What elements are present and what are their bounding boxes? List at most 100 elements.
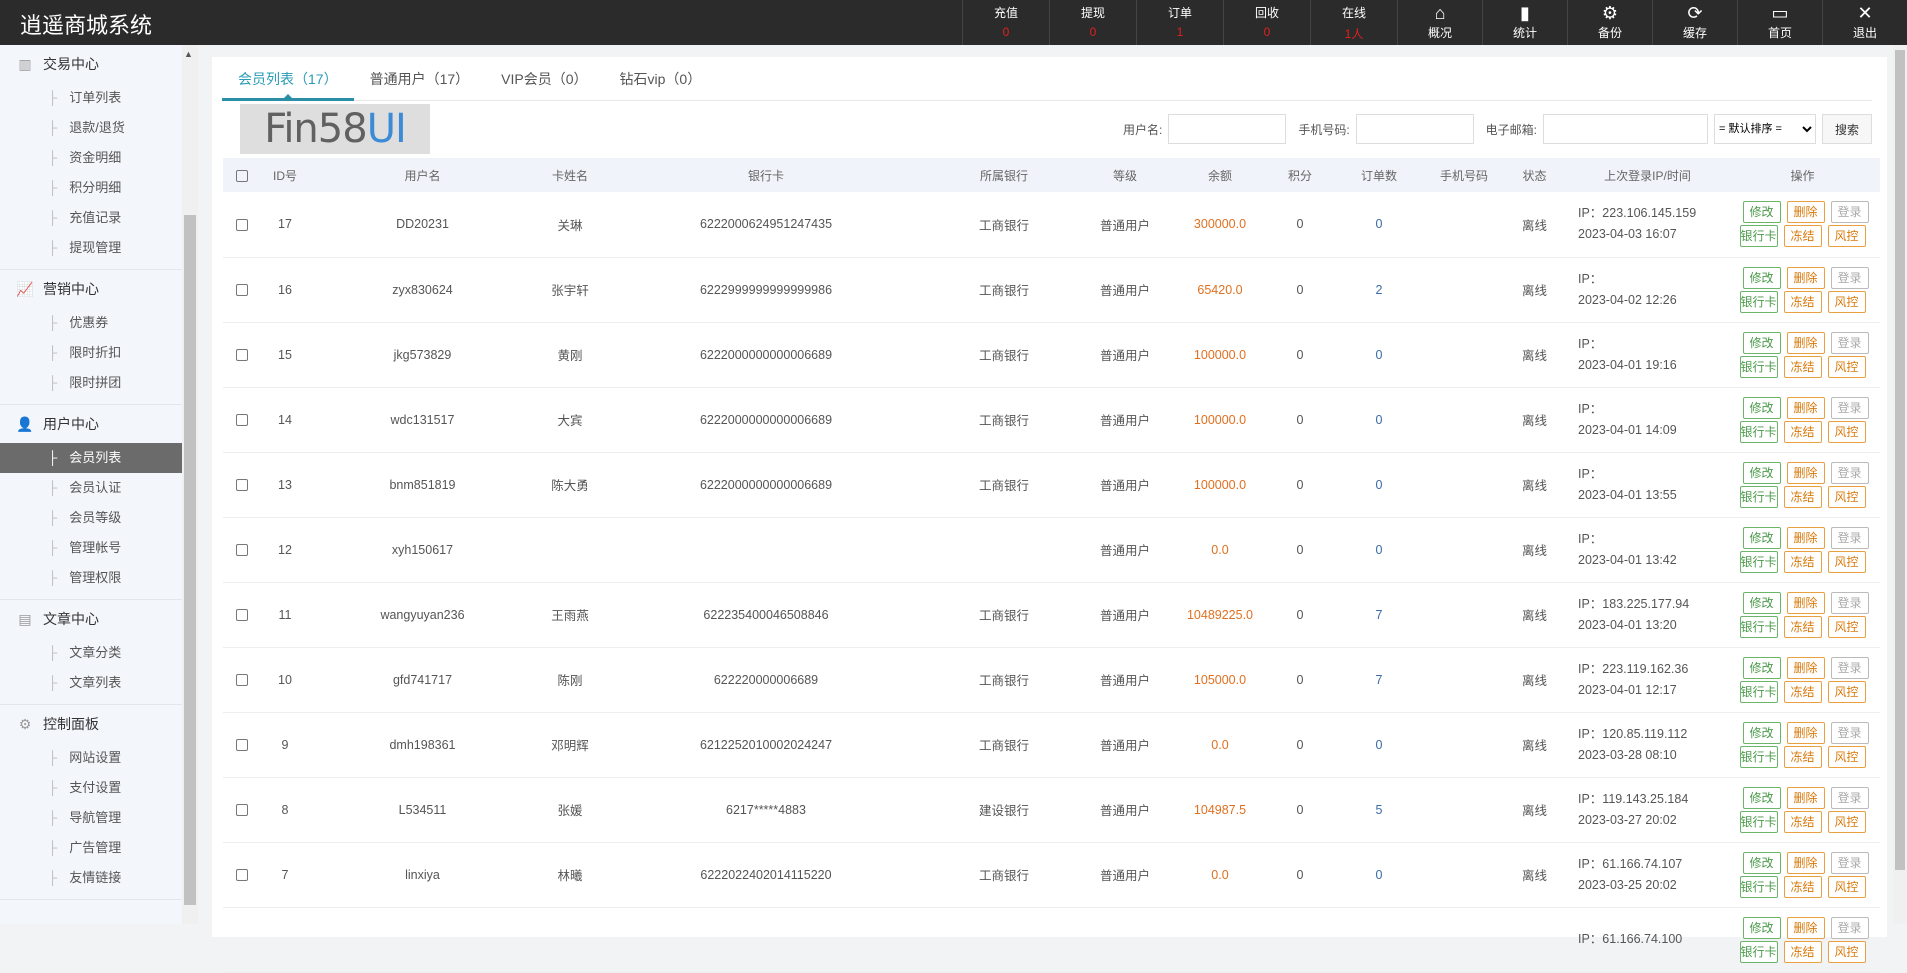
- risk-control-button[interactable]: 风控: [1827, 810, 1866, 833]
- login-button[interactable]: 登录: [1830, 916, 1869, 939]
- sidebar-group-title[interactable]: ▤ 文章中心: [0, 600, 182, 638]
- tool-button-1[interactable]: ▮ 统计: [1482, 0, 1567, 45]
- login-button[interactable]: 登录: [1830, 201, 1869, 224]
- sidebar-item[interactable]: ├ 会员等级: [0, 503, 182, 533]
- login-button[interactable]: 登录: [1830, 331, 1869, 354]
- bank-card-button[interactable]: 银行卡: [1739, 290, 1778, 313]
- delete-button[interactable]: 删除: [1786, 461, 1825, 484]
- search-button[interactable]: 搜索: [1822, 114, 1872, 144]
- bank-card-button[interactable]: 银行卡: [1739, 745, 1778, 768]
- risk-control-button[interactable]: 风控: [1827, 485, 1866, 508]
- login-button[interactable]: 登录: [1830, 851, 1869, 874]
- risk-control-button[interactable]: 风控: [1827, 680, 1866, 703]
- bank-card-button[interactable]: 银行卡: [1739, 225, 1778, 248]
- sidebar-scrollbar-thumb[interactable]: [184, 215, 196, 905]
- risk-control-button[interactable]: 风控: [1827, 420, 1866, 443]
- delete-button[interactable]: 删除: [1786, 526, 1825, 549]
- bank-card-button[interactable]: 银行卡: [1739, 550, 1778, 573]
- login-button[interactable]: 登录: [1830, 461, 1869, 484]
- bank-card-button[interactable]: 银行卡: [1739, 355, 1778, 378]
- risk-control-button[interactable]: 风控: [1827, 875, 1866, 898]
- row-checkbox[interactable]: [235, 739, 248, 752]
- tab-3[interactable]: 钻石vip（0）: [619, 71, 702, 87]
- sidebar-item[interactable]: ├ 优惠券: [0, 308, 182, 338]
- sidebar-group-title[interactable]: ⚙ 控制面板: [0, 705, 182, 743]
- tool-button-3[interactable]: ⟳ 缓存: [1652, 0, 1737, 45]
- scroll-up-arrow-icon[interactable]: ▲: [184, 49, 193, 59]
- tool-button-4[interactable]: ▭ 首页: [1737, 0, 1822, 45]
- login-button[interactable]: 登录: [1830, 656, 1869, 679]
- login-button[interactable]: 登录: [1830, 396, 1869, 419]
- tab-0[interactable]: 会员列表（17）: [222, 57, 354, 101]
- delete-button[interactable]: 删除: [1786, 786, 1825, 809]
- phone-input[interactable]: [1355, 114, 1474, 144]
- risk-control-button[interactable]: 风控: [1827, 940, 1866, 963]
- login-button[interactable]: 登录: [1830, 786, 1869, 809]
- sidebar-group-title[interactable]: 📈 营销中心: [0, 270, 182, 308]
- freeze-button[interactable]: 冻结: [1783, 810, 1822, 833]
- freeze-button[interactable]: 冻结: [1783, 680, 1822, 703]
- bank-card-button[interactable]: 银行卡: [1739, 420, 1778, 443]
- tab-1[interactable]: 普通用户（17）: [369, 71, 470, 87]
- sidebar-item[interactable]: ├ 管理权限: [0, 563, 182, 593]
- row-checkbox[interactable]: [235, 869, 248, 882]
- stat-4[interactable]: 在线 1人: [1310, 0, 1397, 45]
- edit-button[interactable]: 修改: [1742, 721, 1781, 744]
- freeze-button[interactable]: 冻结: [1783, 485, 1822, 508]
- bank-card-button[interactable]: 银行卡: [1739, 875, 1778, 898]
- edit-button[interactable]: 修改: [1742, 201, 1781, 224]
- edit-button[interactable]: 修改: [1742, 916, 1781, 939]
- edit-button[interactable]: 修改: [1742, 266, 1781, 289]
- sidebar-item[interactable]: ├ 管理帐号: [0, 533, 182, 563]
- sidebar-item[interactable]: ├ 充值记录: [0, 203, 182, 233]
- delete-button[interactable]: 删除: [1786, 851, 1825, 874]
- login-button[interactable]: 登录: [1830, 526, 1869, 549]
- freeze-button[interactable]: 冻结: [1783, 420, 1822, 443]
- row-checkbox[interactable]: [235, 284, 248, 297]
- sidebar-item[interactable]: ├ 友情链接: [0, 863, 182, 893]
- freeze-button[interactable]: 冻结: [1783, 355, 1822, 378]
- sidebar-item[interactable]: ├ 资金明细: [0, 143, 182, 173]
- bank-card-button[interactable]: 银行卡: [1739, 810, 1778, 833]
- sidebar-group-title[interactable]: 👤 用户中心: [0, 405, 182, 443]
- edit-button[interactable]: 修改: [1742, 656, 1781, 679]
- sidebar-item[interactable]: ├ 退款/退货: [0, 113, 182, 143]
- sidebar-item[interactable]: ├ 会员认证: [0, 473, 182, 503]
- risk-control-button[interactable]: 风控: [1827, 290, 1866, 313]
- row-checkbox[interactable]: [235, 414, 248, 427]
- risk-control-button[interactable]: 风控: [1827, 355, 1866, 378]
- delete-button[interactable]: 删除: [1786, 916, 1825, 939]
- tool-button-2[interactable]: ⚙ 备份: [1567, 0, 1652, 45]
- row-checkbox[interactable]: [235, 804, 248, 817]
- sidebar-item[interactable]: ├ 积分明细: [0, 173, 182, 203]
- row-checkbox[interactable]: [235, 609, 248, 622]
- sidebar-item[interactable]: ├ 导航管理: [0, 803, 182, 833]
- delete-button[interactable]: 删除: [1786, 201, 1825, 224]
- tool-button-5[interactable]: ✕ 退出: [1822, 0, 1907, 45]
- tool-button-0[interactable]: ⌂ 概况: [1397, 0, 1482, 45]
- edit-button[interactable]: 修改: [1742, 331, 1781, 354]
- edit-button[interactable]: 修改: [1742, 461, 1781, 484]
- edit-button[interactable]: 修改: [1742, 396, 1781, 419]
- delete-button[interactable]: 删除: [1786, 591, 1825, 614]
- bank-card-button[interactable]: 银行卡: [1739, 680, 1778, 703]
- sidebar-item[interactable]: ├ 提现管理: [0, 233, 182, 263]
- row-checkbox[interactable]: [235, 479, 248, 492]
- sidebar-item[interactable]: ├ 网站设置: [0, 743, 182, 773]
- stat-2[interactable]: 订单 1: [1136, 0, 1223, 45]
- delete-button[interactable]: 删除: [1786, 396, 1825, 419]
- bank-card-button[interactable]: 银行卡: [1739, 940, 1778, 963]
- login-button[interactable]: 登录: [1830, 266, 1869, 289]
- sidebar-item[interactable]: ├ 文章列表: [0, 668, 182, 698]
- edit-button[interactable]: 修改: [1742, 591, 1781, 614]
- stat-1[interactable]: 提现 0: [1049, 0, 1136, 45]
- sidebar-item[interactable]: ├ 限时折扣: [0, 338, 182, 368]
- risk-control-button[interactable]: 风控: [1827, 745, 1866, 768]
- freeze-button[interactable]: 冻结: [1783, 875, 1822, 898]
- sidebar-item[interactable]: ├ 文章分类: [0, 638, 182, 668]
- bank-card-button[interactable]: 银行卡: [1739, 615, 1778, 638]
- sidebar-item[interactable]: ├ 限时拼团: [0, 368, 182, 398]
- sidebar-item[interactable]: ├ 会员列表: [0, 443, 182, 473]
- email-input[interactable]: [1543, 114, 1708, 144]
- risk-control-button[interactable]: 风控: [1827, 615, 1866, 638]
